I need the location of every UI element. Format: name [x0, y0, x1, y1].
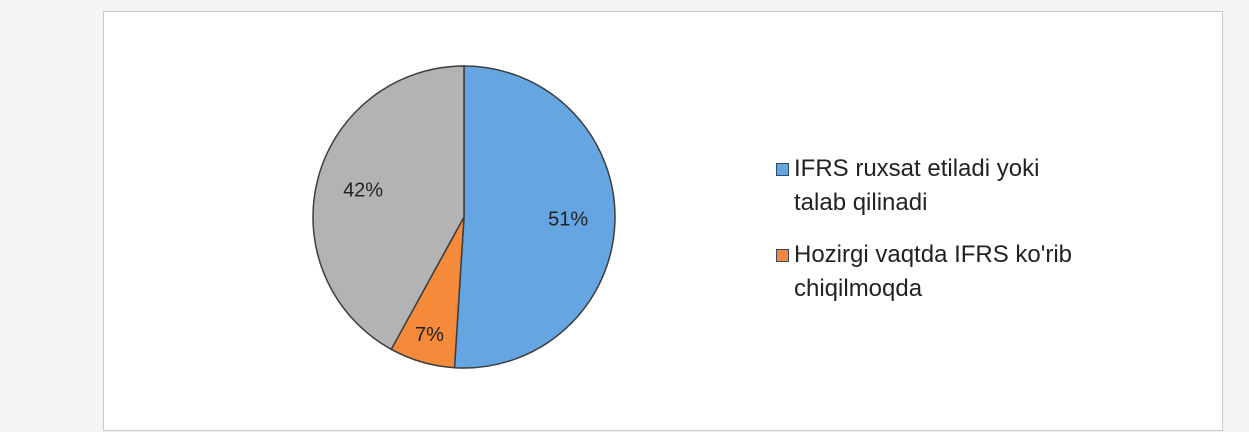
pie-slice-label-3: 42% — [343, 179, 383, 201]
legend-swatch-orange — [776, 249, 789, 262]
legend-label: Hozirgi vaqtda IFRS ko'rib chiqilmoqda — [794, 241, 1073, 302]
pie-slice-label-1: 51% — [548, 209, 588, 231]
pie-slice-3 — [312, 65, 465, 351]
legend-swatch-blue — [776, 163, 789, 176]
pie-chart: 51% 7% 42% — [312, 65, 616, 369]
legend-item-ifrs-permitted: IFRS ruxsat etiladi yoki talab qilinadi — [776, 152, 1096, 220]
chart-frame: 51% 7% 42% IFRS ruxsat etiladi yoki talab … — [103, 11, 1223, 431]
legend: IFRS ruxsat etiladi yoki talab qilinadi … — [776, 152, 1096, 324]
legend-label: IFRS ruxsat etiladi yoki talab qilinadi — [794, 155, 1040, 216]
legend-item-ifrs-under-consideration: Hozirgi vaqtda IFRS ko'rib chiqilmoqda — [776, 238, 1096, 306]
pie-slice-label-2: 7% — [415, 324, 444, 346]
pie-slice-1 — [453, 65, 616, 369]
